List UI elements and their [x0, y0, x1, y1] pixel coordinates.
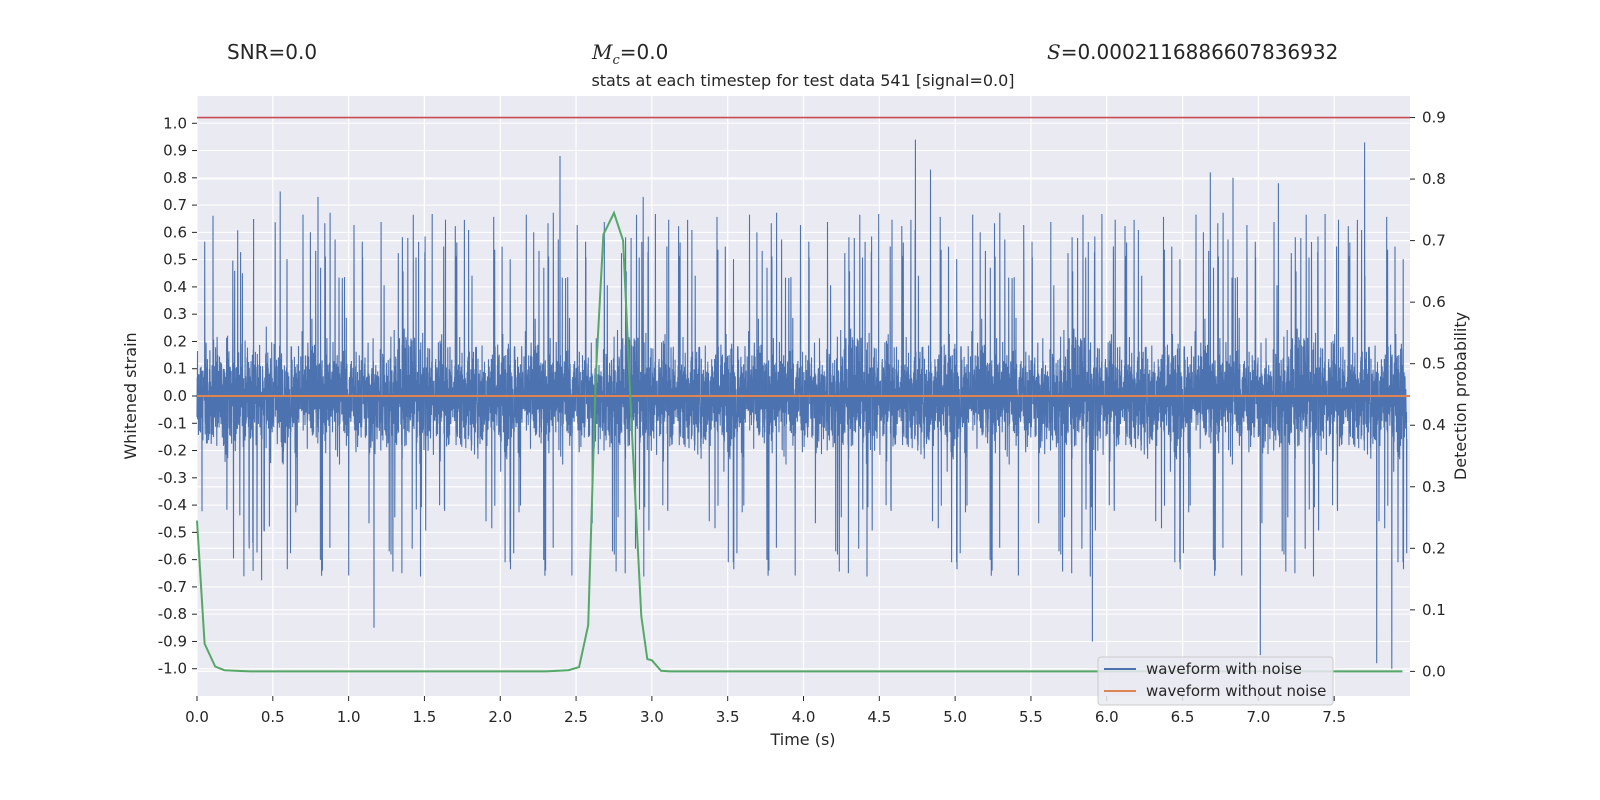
y-tick-left-label: -0.5 — [158, 523, 187, 541]
legend-box — [1097, 656, 1334, 706]
y-tick-left-label: 0.5 — [163, 251, 187, 269]
x-tick-label: 2.5 — [564, 708, 588, 726]
y-tick-left-label: 0.0 — [163, 387, 187, 405]
y-axis-right-ticks: 0.9 0.8 0.7 0.6 0.5 0.4 0.3 0.2 0.1 0.0 — [1410, 109, 1446, 680]
y-axis-left-label: Whitened strain — [121, 332, 140, 459]
x-tick-label: 0.5 — [261, 708, 285, 726]
legend-label-clean: waveform without noise — [1146, 682, 1326, 700]
x-tick-label: 5.5 — [1019, 708, 1043, 726]
y-tick-left-label: -0.3 — [158, 469, 187, 487]
y-tick-left-label: -0.7 — [158, 578, 187, 596]
y-tick-right-label: 0.1 — [1422, 601, 1446, 619]
y-tick-right-label: 0.7 — [1422, 232, 1446, 250]
chart-title: stats at each timestep for test data 541… — [591, 71, 1014, 90]
x-tick-label: 1.5 — [413, 708, 437, 726]
chirp-mass-annotation: Mc=0.0 — [592, 40, 669, 68]
x-tick-label: 6.5 — [1171, 708, 1195, 726]
x-tick-label: 7.5 — [1322, 708, 1346, 726]
y-tick-left-label: 0.1 — [163, 360, 187, 378]
y-tick-right-label: 0.8 — [1422, 170, 1446, 188]
x-tick-label: 1.0 — [337, 708, 361, 726]
snr-annotation: SNR=0.0 — [227, 40, 318, 64]
x-axis-label: Time (s) — [769, 730, 835, 749]
y-tick-left-label: 0.6 — [163, 223, 187, 241]
y-tick-left-label: -0.2 — [158, 442, 187, 460]
y-tick-left-label: 0.2 — [163, 332, 187, 350]
y-tick-right-label: 0.2 — [1422, 539, 1446, 557]
y-tick-right-label: 0.0 — [1422, 662, 1446, 680]
y-tick-left-label: -0.6 — [158, 551, 187, 569]
s-annotation: S=0.0002116886607836932 — [1047, 40, 1339, 64]
y-tick-left-label: -0.8 — [158, 605, 187, 623]
series-waveform-with-noise — [196, 139, 1408, 669]
y-axis-left-ticks: 1.0 0.9 0.8 0.7 0.6 0.5 0.4 0.3 0.2 0.1 0.0 -0.1 -0.… — [158, 114, 197, 678]
y-tick-left-label: -0.1 — [158, 414, 187, 432]
x-tick-label: 3.5 — [716, 708, 740, 726]
y-tick-left-label: 0.8 — [163, 169, 187, 187]
x-tick-label: 2.0 — [488, 708, 512, 726]
x-tick-label: 0.0 — [185, 708, 209, 726]
y-tick-right-label: 0.6 — [1422, 293, 1446, 311]
x-tick-label: 5.0 — [943, 708, 967, 726]
y-tick-left-label: -0.4 — [158, 496, 187, 514]
y-tick-right-label: 0.3 — [1422, 478, 1446, 496]
y-tick-left-label: -0.9 — [158, 632, 187, 650]
legend: waveform with noise waveform without noi… — [1097, 656, 1334, 706]
x-tick-label: 6.0 — [1095, 708, 1119, 726]
y-tick-right-label: 0.4 — [1422, 416, 1446, 434]
x-tick-label: 4.5 — [867, 708, 891, 726]
y-tick-left-label: 0.7 — [163, 196, 187, 214]
y-tick-right-label: 0.9 — [1422, 109, 1446, 127]
x-tick-label: 7.0 — [1246, 708, 1270, 726]
legend-label-noise: waveform with noise — [1146, 660, 1302, 678]
y-tick-left-label: 0.3 — [163, 305, 187, 323]
y-tick-left-label: 0.9 — [163, 142, 187, 160]
series-detection-probability — [196, 210, 1403, 673]
y-tick-right-label: 0.5 — [1422, 355, 1446, 373]
y-tick-left-label: 1.0 — [163, 114, 187, 132]
x-axis-ticks: 0.0 0.5 1.0 1.5 2.0 2.5 3.0 3.5 4.0 4.5 5.0 5.5 6.0 6… — [185, 696, 1346, 726]
y-tick-left-label: -1.0 — [158, 660, 187, 678]
y-tick-left-label: 0.4 — [163, 278, 187, 296]
x-tick-label: 4.0 — [792, 708, 816, 726]
x-tick-label: 3.0 — [640, 708, 664, 726]
y-axis-right-label: Detection probability — [1451, 312, 1470, 480]
